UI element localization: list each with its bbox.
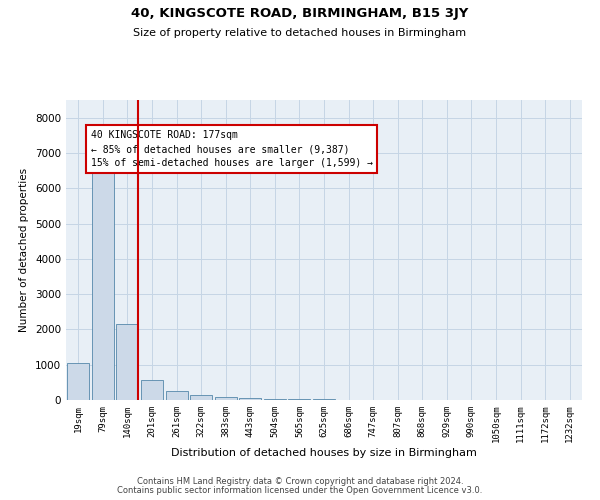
Text: Contains public sector information licensed under the Open Government Licence v3: Contains public sector information licen… <box>118 486 482 495</box>
Bar <box>215 398 237 400</box>
Bar <box>92 172 114 400</box>
Bar <box>239 398 262 400</box>
Bar <box>67 363 89 400</box>
Text: Size of property relative to detached houses in Birmingham: Size of property relative to detached ho… <box>133 28 467 38</box>
Text: 40, KINGSCOTE ROAD, BIRMINGHAM, B15 3JY: 40, KINGSCOTE ROAD, BIRMINGHAM, B15 3JY <box>131 8 469 20</box>
Bar <box>141 380 163 400</box>
X-axis label: Distribution of detached houses by size in Birmingham: Distribution of detached houses by size … <box>171 448 477 458</box>
Bar <box>264 398 286 400</box>
Bar <box>166 391 188 400</box>
Text: Contains HM Land Registry data © Crown copyright and database right 2024.: Contains HM Land Registry data © Crown c… <box>137 477 463 486</box>
Text: 40 KINGSCOTE ROAD: 177sqm
← 85% of detached houses are smaller (9,387)
15% of se: 40 KINGSCOTE ROAD: 177sqm ← 85% of detac… <box>91 130 373 168</box>
Y-axis label: Number of detached properties: Number of detached properties <box>19 168 29 332</box>
Bar <box>190 396 212 400</box>
Bar <box>116 324 139 400</box>
